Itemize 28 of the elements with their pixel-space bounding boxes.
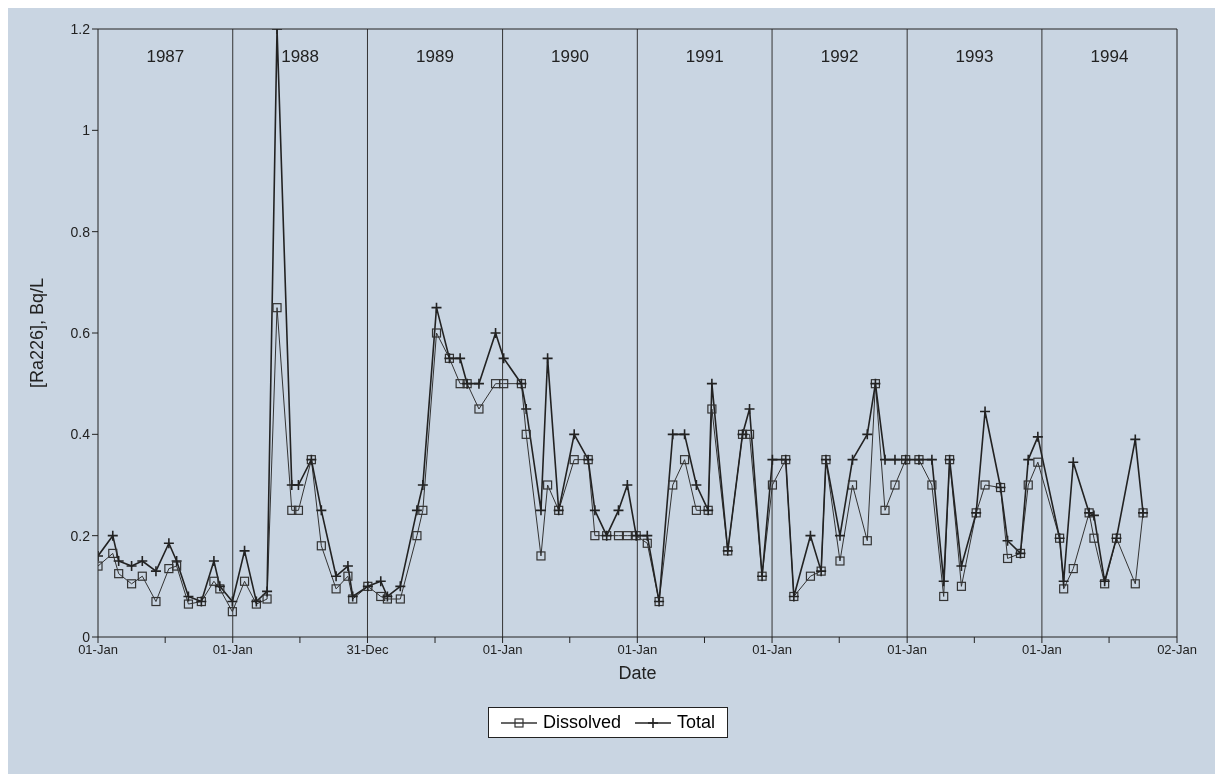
x-tick-label: 01-Jan	[212, 642, 253, 658]
annotation: 1989	[416, 47, 454, 67]
x-tick-label: 01-Jan	[752, 642, 792, 658]
x-tick-label: 01-Jan	[887, 642, 928, 658]
x-tick-label: 01-Jan	[617, 642, 658, 658]
annotation: 1990	[551, 47, 589, 67]
legend-label: Total	[676, 712, 716, 733]
y-tick-label: 0.6	[70, 324, 91, 341]
annotation: 1988	[281, 47, 320, 67]
y-tick-label: 0.8	[70, 223, 91, 240]
y-tick-label: 0.2	[70, 527, 91, 544]
x-tick-label: 01-Jan	[482, 642, 523, 658]
y-tick-label: 1	[82, 122, 91, 139]
annotation: 1991	[685, 47, 724, 67]
annotation: 1993	[955, 47, 994, 67]
x-axis-title: Date	[618, 663, 657, 683]
y-tick-label: 0.4	[70, 426, 91, 443]
x-tick-label: 02-Jan	[1157, 642, 1197, 658]
y-tick-label: 0	[82, 628, 91, 645]
x-tick-label: 31-Dec	[346, 642, 389, 658]
legend-label: Dissolved	[541, 712, 621, 733]
x-tick-label: 01-Jan	[78, 642, 118, 658]
annotation: 1992	[820, 47, 859, 67]
annotation: 1987	[146, 47, 185, 67]
y-axis-title: [Ra226], Bq/L	[27, 277, 48, 389]
x-tick-label: 01-Jan	[1022, 642, 1062, 658]
annotation: 1994	[1090, 47, 1129, 67]
y-tick-label: 1.2	[70, 20, 91, 37]
